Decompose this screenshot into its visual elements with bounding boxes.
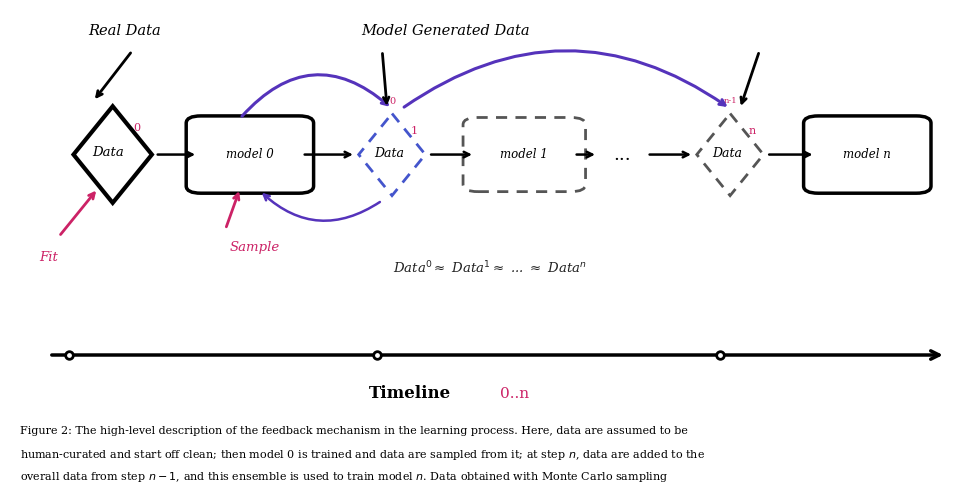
Text: Figure 2: The high-level description of the feedback mechanism in the learning p: Figure 2: The high-level description of … (20, 426, 688, 436)
Text: ...: ... (613, 145, 631, 164)
Text: Data$^0\approx$ Data$^1\approx$ ... $\approx$ Data$^n$: Data$^0\approx$ Data$^1\approx$ ... $\ap… (393, 260, 587, 276)
Text: 0: 0 (389, 97, 395, 106)
Text: Data: Data (374, 147, 404, 159)
Text: Real Data: Real Data (88, 25, 161, 38)
Text: Model Generated Data: Model Generated Data (362, 25, 530, 38)
Text: Fit: Fit (39, 251, 59, 264)
Polygon shape (697, 114, 763, 196)
Text: model n: model n (844, 148, 891, 161)
Text: overall data from step $n-1$, and this ensemble is used to train model $n$. Data: overall data from step $n-1$, and this e… (20, 470, 667, 483)
Polygon shape (74, 106, 152, 203)
Text: Data: Data (92, 146, 123, 158)
Text: Data: Data (712, 147, 742, 159)
Polygon shape (359, 114, 425, 196)
Text: model 1: model 1 (501, 148, 548, 161)
FancyBboxPatch shape (464, 117, 586, 192)
Text: Sample: Sample (229, 242, 280, 255)
Text: Timeline: Timeline (368, 385, 451, 402)
Text: 0: 0 (133, 123, 141, 133)
Text: 1: 1 (411, 127, 418, 136)
Text: model 0: model 0 (226, 148, 273, 161)
Text: n-1: n-1 (723, 98, 737, 105)
Text: human-curated and start off clean; then model 0 is trained and data are sampled : human-curated and start off clean; then … (20, 448, 705, 462)
FancyBboxPatch shape (186, 116, 314, 193)
Text: 0..n: 0..n (500, 387, 529, 400)
Text: n: n (749, 127, 757, 136)
FancyBboxPatch shape (804, 116, 931, 193)
